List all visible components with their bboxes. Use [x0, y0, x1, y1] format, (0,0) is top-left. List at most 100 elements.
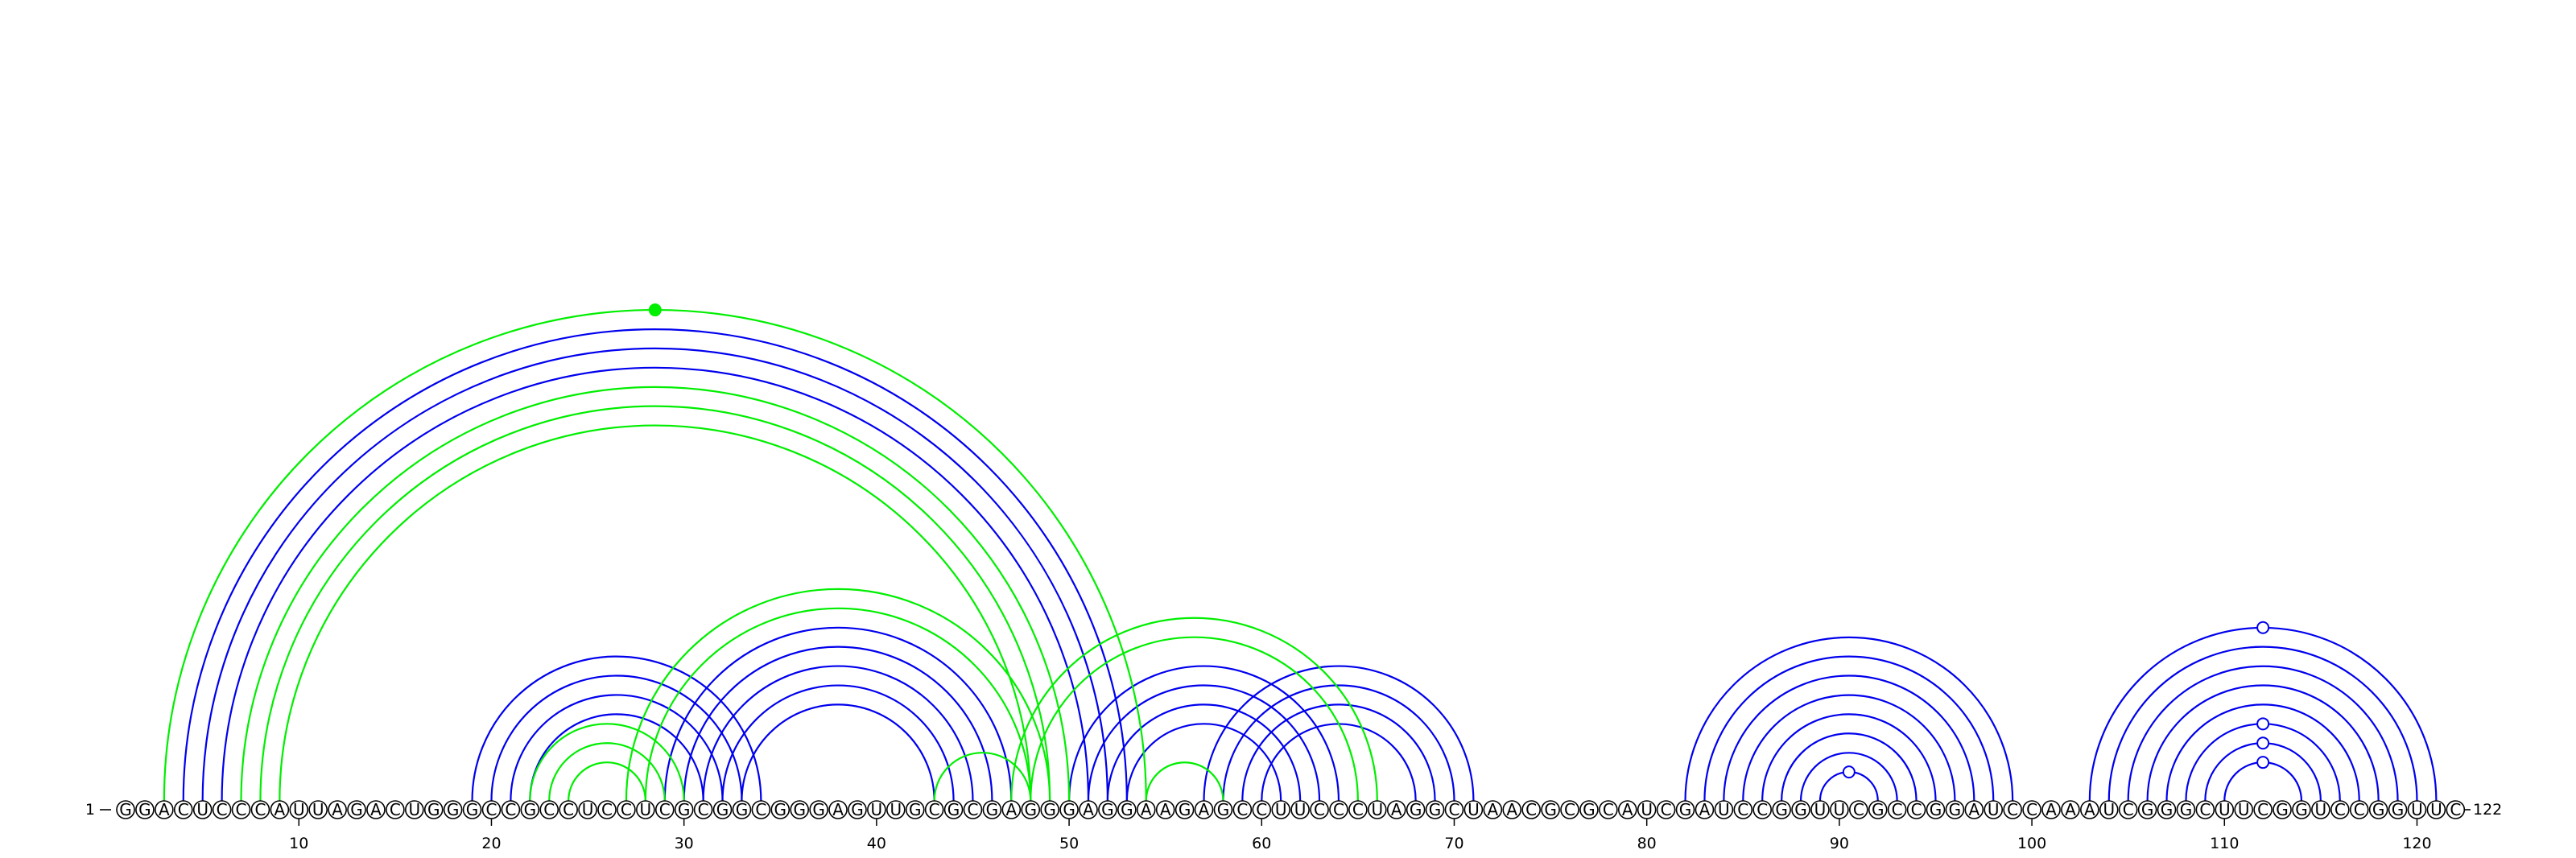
nucleotide: C [963, 800, 983, 819]
nucleotide-circle [2273, 800, 2292, 819]
blue-pair-arc [221, 366, 1090, 802]
nucleotide-letter: C [1661, 800, 1672, 819]
tick-label: 90 [1830, 835, 1849, 852]
nucleotide-circle [1791, 800, 1810, 819]
nucleotide-letter: A [370, 800, 382, 819]
nucleotide-letter: G [1775, 800, 1788, 819]
nucleotide: C [1232, 800, 1253, 819]
nucleotide-letter: C [1525, 800, 1537, 819]
nucleotide: U [404, 800, 424, 819]
nucleotide: U [2215, 800, 2235, 819]
nucleotide-letter: U [408, 800, 420, 819]
nucleotide: C [1887, 800, 1907, 819]
nucleotide-letter: A [1622, 800, 1633, 819]
nucleotide-circle [1310, 800, 1329, 819]
nucleotide-circle [2041, 800, 2061, 819]
nucleotide: C [2349, 800, 2369, 819]
nucleotide: C [1752, 800, 1772, 819]
nucleotide-circle [2176, 800, 2196, 819]
nucleotide-circle [2292, 800, 2311, 819]
nucleotide: U [1271, 800, 1290, 819]
nucleotide-letter: U [2219, 800, 2231, 819]
nucleotide-letter: G [2276, 800, 2289, 819]
nucleotide-letter: A [1391, 800, 1402, 819]
nucleotide: G [1213, 800, 1233, 819]
nucleotide-circle [848, 800, 867, 819]
nucleotide-circle [617, 800, 636, 819]
nucleotide-letter: U [1468, 800, 1480, 819]
nucleotide: C [386, 800, 405, 819]
nucleotide-letter: A [2084, 800, 2095, 819]
nucleotide-letter: A [1968, 800, 1979, 819]
nucleotide-letter: U [2315, 800, 2327, 819]
nucleotide: G [520, 800, 540, 819]
nucleotide: A [1617, 800, 1637, 819]
nucleotide: C [1599, 800, 1618, 819]
nucleotide: U [2311, 800, 2330, 819]
nucleotide-circle [1136, 800, 1156, 819]
nucleotide-circle [270, 800, 290, 819]
nucleotide-circle [1001, 800, 1022, 819]
blue-pair-arc [529, 713, 704, 802]
nucleotide: G [1425, 800, 1445, 819]
nucleotide: C [1733, 800, 1753, 819]
nucleotide: U [308, 800, 328, 819]
green-pair-arc [259, 405, 1051, 802]
start-index-label: 1 [85, 801, 95, 819]
blue-pair-arc [663, 626, 1013, 802]
nucleotide-letter: A [1699, 800, 1711, 819]
nucleotide: U [636, 800, 655, 819]
nucleotide-letter: U [582, 800, 594, 819]
blue-pair-arc [2127, 665, 2399, 802]
nucleotide-circle [1906, 800, 1926, 819]
nucleotide-letter: C [2199, 800, 2211, 819]
nucleotide: C [173, 800, 193, 819]
nucleotide: U [1368, 800, 1387, 819]
blue-pair-arc [1087, 684, 1321, 802]
nucleotide-letter: C [1757, 800, 1768, 819]
nucleotide: C [2195, 800, 2215, 819]
nucleotide-circle [790, 800, 810, 819]
nucleotide-circle [212, 800, 232, 819]
nucleotide-circle [1155, 800, 1175, 819]
nucleotide-circle [231, 800, 251, 819]
nucleotide: A [1502, 800, 1522, 819]
nucleotide-letter: C [178, 800, 189, 819]
nucleotide-letter: G [1043, 800, 1056, 819]
nucleotide: A [1001, 800, 1022, 819]
nucleotide-letter: G [1679, 800, 1692, 819]
nucleotide: C [1329, 800, 1348, 819]
nucleotide-circle [1714, 800, 1734, 819]
nucleotide: A [328, 800, 347, 819]
nucleotide-letter: G [2372, 800, 2385, 819]
nucleotide: A [155, 800, 174, 819]
blue-pair-arc [2146, 684, 2380, 802]
nucleotide: G [2368, 800, 2388, 819]
nucleotide: C [1252, 800, 1272, 819]
nucleotide-circle [1733, 800, 1753, 819]
nucleotide-letter: U [890, 800, 902, 819]
nucleotide: G [2176, 800, 2196, 819]
nucleotide-letter: G [1930, 800, 1942, 819]
nucleotide-letter: A [332, 800, 343, 819]
nucleotide-letter: U [1275, 800, 1287, 819]
nucleotide-circle [135, 800, 155, 819]
nucleotide-letter: C [1314, 800, 1325, 819]
nucleotide: G [1098, 800, 1117, 819]
nucleotide-circle [2426, 800, 2446, 819]
nucleotide-letter: A [832, 800, 844, 819]
nucleotide: A [1194, 800, 1214, 819]
nucleotide: G [135, 800, 155, 819]
nucleotide-letter: C [698, 800, 709, 819]
nucleotide: G [809, 800, 828, 819]
nucleotide: A [1386, 800, 1406, 819]
tick-label: 60 [1252, 835, 1271, 852]
green-pair-arc [625, 588, 1051, 802]
nucleotide-letter: G [1429, 800, 1442, 819]
nucleotide-letter: G [1024, 800, 1037, 819]
nucleotide-circle [1887, 800, 1907, 819]
nucleotide: U [1830, 800, 1849, 819]
nucleotide-circle [328, 800, 347, 819]
nucleotide-letter: U [1371, 800, 1383, 819]
nucleotide-circle [1386, 800, 1406, 819]
